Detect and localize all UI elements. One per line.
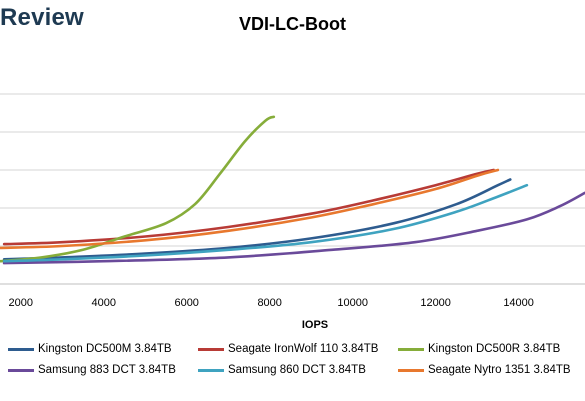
brand-logo: Review [0, 4, 84, 31]
x-tick-label: 2000 [9, 297, 33, 309]
x-tick-label: 4000 [91, 297, 115, 309]
series-line-4 [2, 183, 529, 263]
x-tick-label: 14000 [503, 297, 534, 309]
x-tick-label: 10000 [337, 297, 368, 309]
legend-label: Samsung 860 DCT 3.84TB [228, 364, 366, 376]
legend-swatch [398, 347, 424, 351]
series-line-1 [2, 168, 495, 246]
series-line-3 [2, 191, 585, 265]
x-tick-label: 8000 [257, 297, 281, 309]
x-tick-labels: 2000 4000 6000 8000 10000 12000 14000 [9, 297, 534, 309]
x-tick-label: 12000 [420, 297, 451, 309]
legend-label: Seagate IronWolf 110 3.84TB [228, 343, 379, 355]
series-line-5 [0, 168, 500, 250]
legend-item-1: Seagate IronWolf 110 3.84TB [198, 343, 398, 355]
legend-item-2: Kingston DC500R 3.84TB [398, 343, 583, 355]
chart-legend: Kingston DC500M 3.84TB Seagate IronWolf 1… [8, 343, 583, 376]
legend-label: Samsung 883 DCT 3.84TB [38, 364, 176, 376]
legend-swatch [198, 347, 224, 351]
series-line-0 [2, 178, 512, 261]
series-line-2 [0, 115, 276, 263]
grid-lines [0, 93, 585, 285]
legend-swatch [398, 368, 424, 372]
legend-item-0: Kingston DC500M 3.84TB [8, 343, 198, 355]
legend-swatch [8, 347, 34, 351]
x-tick-label: 6000 [174, 297, 198, 309]
legend-label: Kingston DC500M 3.84TB [38, 343, 172, 355]
legend-item-4: Samsung 860 DCT 3.84TB [198, 364, 398, 376]
legend-item-3: Samsung 883 DCT 3.84TB [8, 364, 198, 376]
legend-label: Seagate Nytro 1351 3.84TB [428, 364, 571, 376]
legend-swatch [198, 368, 224, 372]
legend-item-5: Seagate Nytro 1351 3.84TB [398, 364, 583, 376]
series-lines [0, 115, 585, 265]
legend-label: Kingston DC500R 3.84TB [428, 343, 561, 355]
x-axis-label: IOPS [302, 319, 328, 331]
chart-title: VDI-LC-Boot [239, 14, 346, 34]
legend-swatch [8, 368, 34, 372]
